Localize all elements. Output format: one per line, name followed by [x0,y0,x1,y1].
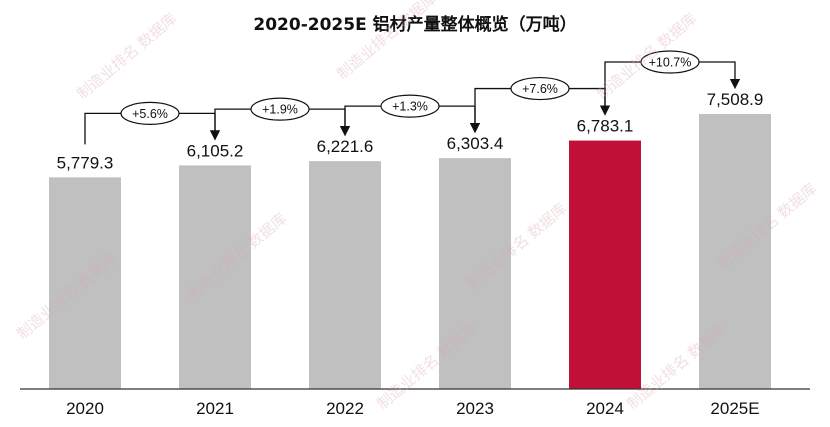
bar-2024 [569,140,641,389]
x-tick-label-2024: 2024 [586,399,624,418]
growth-label-5: +10.7% [649,56,692,70]
value-label-2025E: 7,508.9 [707,90,764,109]
value-label-2022: 6,221.6 [317,137,374,156]
growth-oval-2 [250,97,310,121]
value-label-2021: 6,105.2 [187,141,244,160]
value-label-2024: 6,783.1 [577,117,634,136]
x-tick-label-2021: 2021 [196,399,234,418]
growth-label-3: +1.3% [392,100,428,114]
bar-2023 [439,158,511,389]
chart-title: 2020-2025E 铝材产量整体概览（万吨） [253,15,577,35]
growth-label-1: +5.6% [132,107,168,121]
growth-label-4: +7.6% [522,82,558,96]
bar-2022 [309,161,381,389]
bar-2020 [49,177,121,389]
value-label-2023: 6,303.4 [447,134,504,153]
growth-oval-5 [640,50,700,74]
x-tick-label-2023: 2023 [456,399,494,418]
growth-oval-1 [120,101,180,126]
x-tick-label-2022: 2022 [326,399,364,418]
growth-oval-3 [380,94,440,118]
growth-oval-4 [510,76,570,101]
bar-2021 [179,165,251,389]
x-tick-label-2025E: 2025E [710,399,759,418]
watermark-text: 制造业排名 数据库 [334,0,440,83]
bar-2025E [699,114,771,389]
value-label-2020: 5,779.3 [57,153,114,172]
watermark-text: 制造业排名 数据库 [74,10,180,103]
growth-label-2: +1.9% [262,103,298,117]
x-tick-label-2020: 2020 [66,399,104,418]
